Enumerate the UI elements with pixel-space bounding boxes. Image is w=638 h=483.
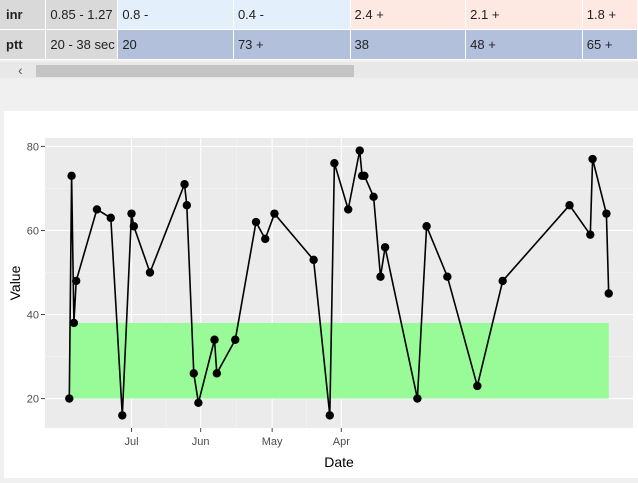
data-point bbox=[194, 398, 203, 407]
data-point bbox=[498, 276, 507, 286]
series-line bbox=[68, 150, 610, 416]
y-tick-label: 20 bbox=[27, 394, 39, 406]
data-point bbox=[565, 201, 574, 210]
lab-value-cell: 73 + bbox=[233, 29, 351, 60]
data-point bbox=[118, 411, 127, 420]
data-point bbox=[586, 230, 595, 239]
data-point bbox=[473, 381, 482, 391]
horizontal-scrollbar[interactable]: ‹ bbox=[0, 62, 638, 78]
lab-value-cell: 0.4 - bbox=[233, 0, 351, 30]
data-point bbox=[210, 335, 219, 344]
data-point bbox=[251, 217, 261, 227]
x-tick-label: May bbox=[262, 436, 283, 448]
lab-value-cell: 2.4 + bbox=[350, 0, 467, 30]
data-point bbox=[145, 268, 155, 277]
lab-name: ptt bbox=[0, 29, 47, 60]
x-axis-title: Date bbox=[324, 454, 354, 470]
data-point bbox=[376, 272, 385, 281]
data-point bbox=[71, 276, 81, 286]
data-point bbox=[69, 318, 79, 328]
data-point bbox=[330, 159, 339, 168]
data-point bbox=[344, 205, 353, 214]
data-point bbox=[369, 192, 378, 202]
lab-name: inr bbox=[0, 0, 47, 30]
data-point bbox=[189, 369, 198, 378]
data-point bbox=[604, 289, 613, 298]
data-point bbox=[270, 209, 279, 218]
scrollbar-thumb[interactable] bbox=[36, 65, 354, 77]
data-point bbox=[261, 234, 270, 244]
data-point bbox=[325, 411, 334, 420]
data-point bbox=[180, 180, 189, 189]
x-tick-label: Apr bbox=[333, 436, 350, 448]
y-tick-label: 40 bbox=[27, 310, 39, 322]
normal-range-band bbox=[69, 322, 609, 399]
lab-value-cell: 38 bbox=[350, 29, 467, 60]
data-point bbox=[588, 154, 597, 164]
lab-results-table: inr 0.85 - 1.27 0.8 -0.4 -2.4 +2.1 +1.8 + p… bbox=[0, 0, 638, 60]
data-point bbox=[309, 255, 318, 265]
lab-value-cell: 2.1 + bbox=[465, 0, 583, 30]
lab-value-cell: 65 + bbox=[582, 29, 638, 60]
y-tick-label: 80 bbox=[27, 141, 39, 153]
data-point bbox=[182, 201, 192, 210]
value-over-time-chart: 20 40 60 80 Jul Jun May Apr Date Value bbox=[7, 138, 633, 470]
data-point bbox=[92, 205, 102, 214]
data-point bbox=[231, 335, 240, 344]
data-point bbox=[422, 222, 431, 231]
data-point bbox=[65, 394, 74, 403]
lab-reference-range: 0.85 - 1.27 bbox=[45, 0, 119, 30]
y-tick-label: 60 bbox=[27, 225, 39, 237]
data-point bbox=[129, 222, 139, 231]
lab-row-inr: inr 0.85 - 1.27 0.8 -0.4 -2.4 +2.1 +1.8 + bbox=[0, 0, 638, 30]
data-point bbox=[602, 209, 611, 218]
data-point bbox=[413, 394, 422, 403]
lab-row-ptt: ptt 20 - 38 sec 20 73 +38 48 +65 + bbox=[0, 29, 638, 60]
data-point bbox=[380, 243, 390, 252]
data-point bbox=[106, 213, 115, 223]
lab-value-cell: 48 + bbox=[465, 29, 583, 60]
arrow-left-icon[interactable]: ‹ bbox=[18, 62, 23, 78]
data-point bbox=[443, 272, 452, 281]
chart-panel: 20 40 60 80 Jul Jun May Apr Date Value bbox=[4, 111, 638, 478]
lab-reference-range: 20 - 38 sec bbox=[45, 29, 119, 60]
lab-results-table-container: inr 0.85 - 1.27 0.8 -0.4 -2.4 +2.1 +1.8 + p… bbox=[0, 0, 638, 62]
data-point bbox=[355, 146, 364, 155]
x-tick-label: Jun bbox=[192, 436, 210, 448]
y-axis-title: Value bbox=[7, 265, 23, 300]
data-point bbox=[360, 171, 369, 181]
lab-value-cell: 1.8 + bbox=[582, 0, 638, 30]
data-point bbox=[67, 171, 76, 181]
lab-value-cell: 20 bbox=[117, 29, 234, 60]
x-tick-label: Jul bbox=[124, 436, 138, 448]
data-point bbox=[212, 369, 222, 378]
lab-value-cell: 0.8 - bbox=[117, 0, 234, 30]
data-point bbox=[127, 209, 136, 218]
